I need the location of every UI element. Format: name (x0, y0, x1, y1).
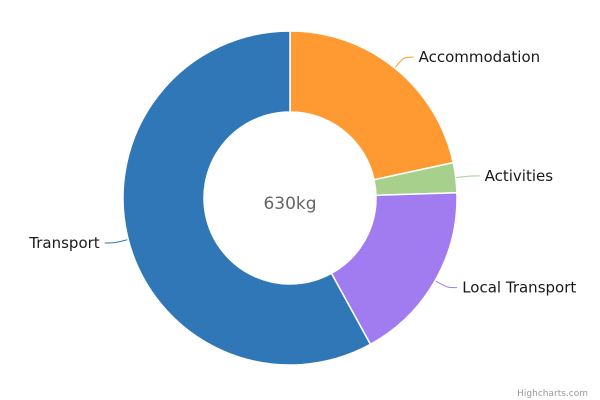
label-local-transport: Local Transport (462, 279, 576, 297)
slice-local-transport[interactable] (330, 191, 458, 346)
connectors-group (104, 56, 480, 289)
labels-group: Accommodation Activities Local Transport Tr… (28, 48, 576, 297)
slices-group (122, 30, 458, 366)
slice-transport[interactable] (122, 30, 372, 366)
connector-local-transport (435, 280, 458, 289)
highcharts-credit[interactable]: Highcharts.com (517, 389, 588, 399)
slice-accommodation[interactable] (289, 30, 455, 181)
label-activities: Activities (485, 167, 554, 185)
label-accommodation: Accommodation (419, 48, 541, 66)
connector-transport (104, 239, 128, 244)
center-total-label: 630kg (263, 194, 316, 214)
label-transport: Transport (28, 234, 100, 252)
connector-accommodation (395, 56, 414, 68)
connector-activities (456, 175, 480, 178)
